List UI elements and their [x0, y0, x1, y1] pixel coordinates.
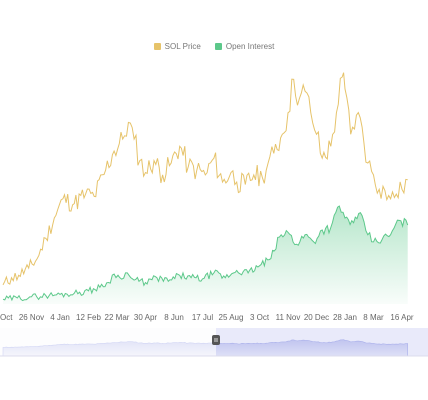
x-tick-label: 26 Nov — [19, 313, 44, 322]
legend-item-open-interest[interactable]: Open Interest — [214, 42, 275, 51]
x-tick-label: 25 Aug — [219, 313, 244, 322]
navigator-handle-grip[interactable] — [212, 335, 220, 345]
x-tick-label: 17 Jul — [192, 313, 214, 322]
x-tick-label: 30 Apr — [134, 313, 157, 322]
x-tick-label: 11 Nov — [276, 313, 301, 322]
open-interest-line — [2, 205, 409, 302]
legend-swatch-open-interest — [214, 43, 222, 50]
x-tick-label: 3 Oct — [250, 313, 270, 322]
legend-item-sol-price[interactable]: SOL Price — [153, 42, 201, 51]
x-axis-tick-labels: Oct 26 Nov 4 Jan 12 Feb 22 Mar 30 Apr 8 Jun 17 … — [0, 313, 414, 322]
x-tick-label: 16 Apr — [390, 313, 413, 322]
x-tick-label: Oct — [0, 313, 13, 322]
x-tick-label: 4 Jan — [50, 313, 70, 322]
open-interest-area — [3, 206, 408, 304]
legend-swatch-sol-price — [153, 43, 161, 50]
navigator-selected-range[interactable] — [216, 328, 428, 356]
x-tick-label: 22 Mar — [105, 313, 130, 322]
x-tick-label: 28 Jan — [333, 313, 357, 322]
legend: SOL Price Open Interest — [0, 42, 428, 51]
x-tick-label: 20 Dec — [304, 313, 329, 322]
x-tick-label: 8 Mar — [363, 313, 384, 322]
x-tick-label: 8 Jun — [164, 313, 184, 322]
navigator-unselected-mask — [0, 328, 216, 356]
sol-price-line — [2, 72, 408, 286]
legend-label-open-interest: Open Interest — [225, 42, 275, 51]
x-tick-label: 12 Feb — [76, 313, 101, 322]
legend-label-sol-price: SOL Price — [164, 42, 201, 51]
navigator-handle[interactable] — [212, 335, 220, 345]
